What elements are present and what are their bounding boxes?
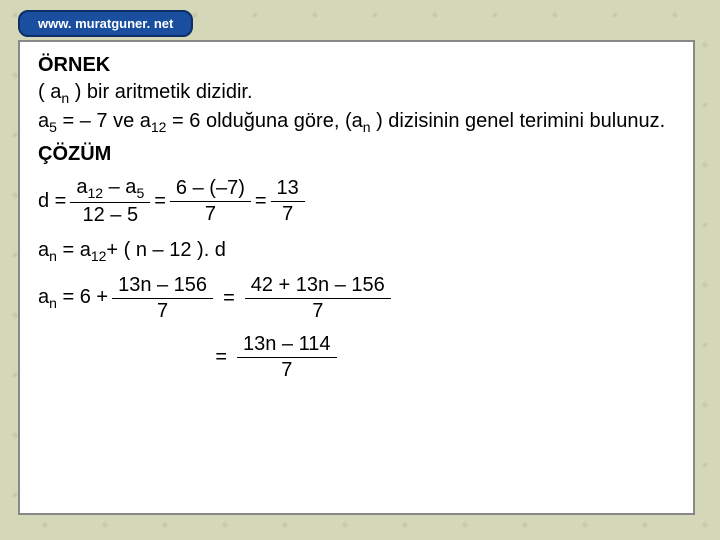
t: a — [38, 110, 49, 132]
frac: a12 – a5 12 – 5 — [70, 176, 150, 227]
den: 7 — [199, 203, 222, 226]
bar — [245, 298, 391, 299]
t: = 6 + — [57, 286, 108, 308]
bar — [170, 201, 251, 202]
content-box: ÖRNEK ( an ) bir aritmetik dizidir. a5 =… — [18, 40, 695, 515]
solution-heading: ÇÖZÜM — [38, 143, 675, 166]
url-text: www. muratguner. net — [38, 16, 173, 31]
example-heading: ÖRNEK — [38, 54, 675, 77]
sub: 5 — [49, 119, 57, 135]
frac: 42 + 13n – 156 7 — [245, 274, 391, 323]
frac: 13n – 114 7 — [237, 333, 337, 382]
equation-d: d = a12 – a5 12 – 5 = 6 – (–7) 7 = 13 7 — [38, 176, 675, 227]
num: 13n – 114 — [237, 333, 337, 356]
t: ) bir aritmetik dizidir. — [69, 81, 252, 103]
t: ) dizisinin genel terimini bulunuz. — [371, 110, 666, 132]
bar — [271, 201, 305, 202]
lhs: d = — [38, 190, 66, 213]
sub: 12 — [151, 119, 167, 135]
frac: 13 7 — [271, 177, 305, 226]
sub: n — [49, 295, 57, 311]
sub: n — [61, 90, 69, 106]
num: 42 + 13n – 156 — [245, 274, 391, 297]
sub: 12 — [87, 185, 103, 201]
eq: = — [223, 287, 235, 310]
num: a12 – a5 — [70, 176, 150, 201]
problem-text: ( an ) bir aritmetik dizidir. a5 = – 7 v… — [38, 79, 675, 137]
sub: 12 — [91, 248, 107, 264]
eq: = — [154, 190, 166, 213]
url-badge: www. muratguner. net — [18, 10, 193, 37]
equation-an-block: an = 6 + 13n – 156 7 = 42 + 13n – 156 7 … — [38, 274, 675, 382]
bar — [237, 357, 337, 358]
num: 6 – (–7) — [170, 177, 251, 200]
frac: 13n – 156 7 — [112, 274, 213, 323]
den: 7 — [276, 203, 299, 226]
eq: = — [38, 346, 233, 369]
bar — [112, 298, 213, 299]
num: 13 — [271, 177, 305, 200]
equation-an-row2: = 13n – 114 7 — [38, 333, 675, 382]
num: 13n – 156 — [112, 274, 213, 297]
t: – a — [109, 176, 137, 198]
den: 7 — [275, 359, 298, 382]
t: = – 7 ve a — [57, 110, 151, 132]
t: = 6 olduğuna göre, (a — [166, 110, 362, 132]
t: a — [76, 176, 87, 198]
den: 12 – 5 — [76, 204, 144, 227]
t: ( a — [38, 81, 61, 103]
bar — [70, 202, 150, 203]
t: a — [38, 286, 49, 308]
eq: = — [255, 190, 267, 213]
t: a — [38, 239, 49, 261]
frac: 6 – (–7) 7 — [170, 177, 251, 226]
t: = a — [57, 239, 91, 261]
den: 7 — [151, 300, 174, 323]
t: + ( n – 12 ). d — [106, 239, 226, 261]
sub: 5 — [136, 185, 144, 201]
lhs: an = 6 + — [38, 286, 108, 311]
sub: n — [49, 248, 57, 264]
sub: n — [363, 119, 371, 135]
den: 7 — [306, 300, 329, 323]
equation-an-row1: an = 6 + 13n – 156 7 = 42 + 13n – 156 7 — [38, 274, 675, 323]
general-term: an = a12+ ( n – 12 ). d — [38, 239, 675, 264]
